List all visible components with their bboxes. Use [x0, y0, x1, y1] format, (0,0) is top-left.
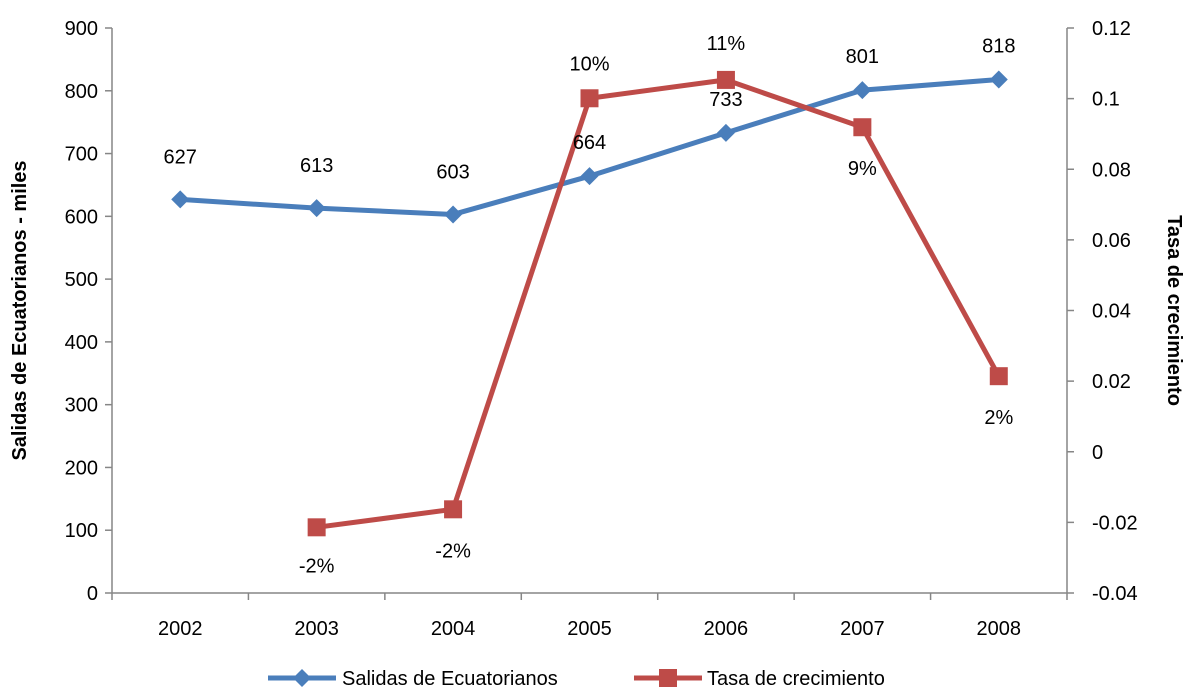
diamond-marker — [716, 123, 735, 142]
square-marker — [580, 89, 599, 108]
square-marker — [989, 367, 1008, 386]
data-label: 801 — [846, 46, 879, 68]
diamond-marker — [989, 70, 1008, 89]
diamond-marker — [171, 190, 190, 209]
data-label: 733 — [709, 89, 742, 111]
legend-item: Tasa de crecimiento — [634, 668, 885, 690]
y-right-tick-label: -0.02 — [1092, 512, 1138, 534]
x-tick-label: 2003 — [294, 618, 339, 640]
y-left-tick-label: 400 — [65, 332, 98, 354]
y-left-tick-label: 800 — [65, 81, 98, 103]
x-tick-label: 2004 — [431, 618, 476, 640]
data-label: 10% — [569, 53, 609, 75]
y-left-tick-label: 100 — [65, 520, 98, 542]
y-right-tick-label: 0.08 — [1092, 159, 1131, 181]
legend-label: Tasa de crecimiento — [707, 668, 885, 690]
y-right-tick-label: 0.06 — [1092, 230, 1131, 252]
y-right-tick-label: 0.04 — [1092, 301, 1131, 323]
legend-item: Salidas de Ecuatorianos — [268, 668, 558, 690]
diamond-marker — [293, 669, 311, 687]
diamond-marker — [307, 199, 326, 218]
data-label: -2% — [299, 555, 335, 577]
y-left-tick-label: 300 — [65, 395, 98, 417]
data-label: 9% — [848, 158, 877, 180]
data-label: 613 — [300, 155, 333, 177]
y-right-tick-label: 0.02 — [1092, 371, 1131, 393]
diamond-marker — [580, 167, 599, 186]
y-left-tick-label: 700 — [65, 144, 98, 166]
y-left-tick-label: 900 — [65, 18, 98, 40]
y-left-tick-label: 200 — [65, 457, 98, 479]
diamond-marker — [444, 205, 463, 224]
y-left-tick-label: 600 — [65, 206, 98, 228]
y-right-tick-label: 0.1 — [1092, 89, 1120, 111]
square-marker — [444, 500, 463, 519]
x-tick-label: 2008 — [977, 618, 1022, 640]
data-label: 11% — [707, 33, 746, 55]
y-left-tick-label: 500 — [65, 269, 98, 291]
y-axis-left-title: Salidas de Ecuatorianos - miles — [9, 160, 31, 460]
x-tick-label: 2007 — [840, 618, 885, 640]
data-label: 664 — [573, 132, 606, 154]
square-marker — [853, 118, 872, 137]
y-right-tick-label: -0.04 — [1092, 583, 1138, 605]
data-label: -2% — [435, 540, 471, 562]
square-marker — [659, 669, 677, 687]
square-marker — [307, 518, 326, 537]
y-right-tick-label: 0 — [1092, 442, 1103, 464]
data-label: 627 — [164, 146, 197, 168]
x-tick-label: 2006 — [704, 618, 749, 640]
x-tick-label: 2002 — [158, 618, 203, 640]
legend-label: Salidas de Ecuatorianos — [342, 668, 558, 690]
x-tick-label: 2005 — [567, 618, 612, 640]
diamond-marker — [853, 81, 872, 100]
data-label: 2% — [984, 407, 1013, 429]
series-line-tasa — [316, 77, 1001, 530]
data-label: 603 — [436, 161, 469, 183]
y-left-tick-label: 0 — [87, 583, 98, 605]
square-marker — [716, 70, 735, 89]
y-right-tick-label: 0.12 — [1092, 18, 1131, 40]
data-label: 818 — [982, 35, 1015, 57]
y-axis-right-title: Tasa de crecimiento — [1163, 215, 1183, 406]
